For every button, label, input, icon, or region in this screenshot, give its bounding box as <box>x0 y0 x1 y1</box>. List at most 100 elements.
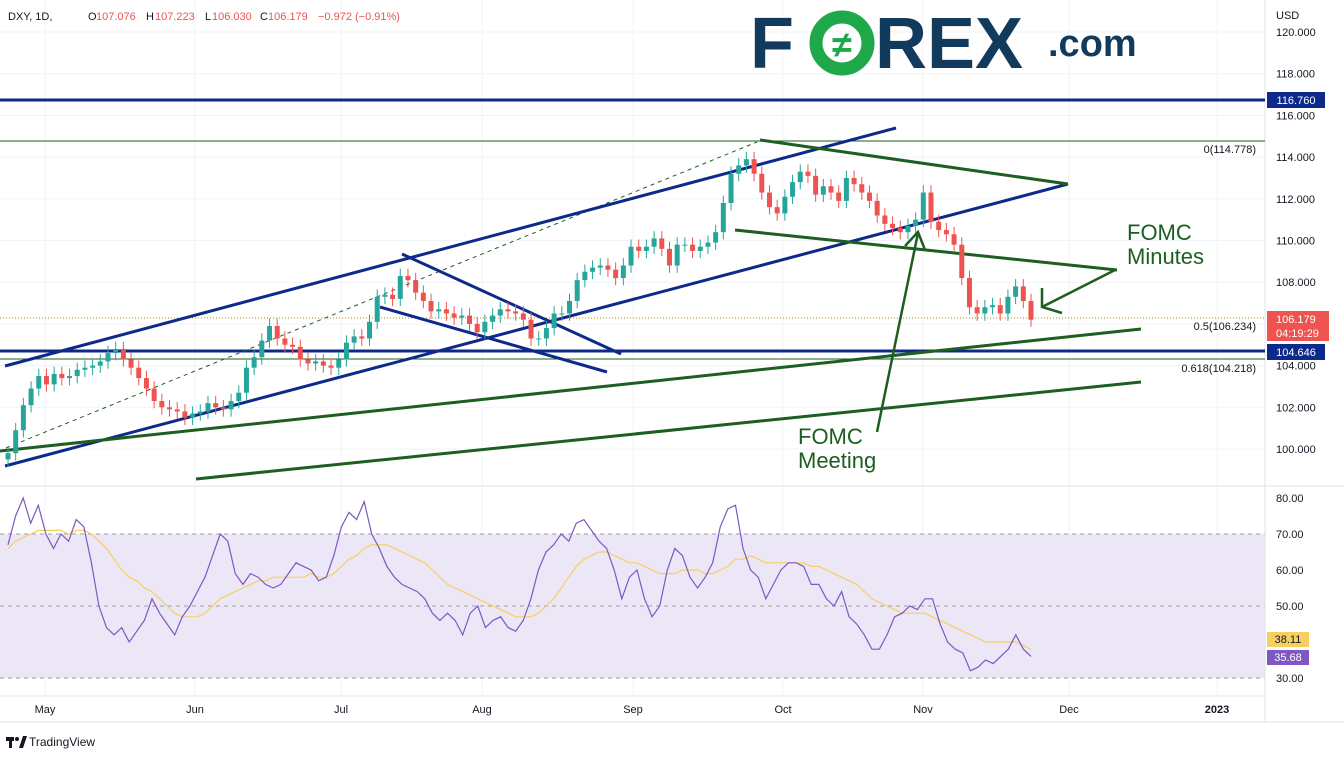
rsi-line[interactable] <box>7 496 1032 672</box>
green-wedge-lower[interactable] <box>734 228 1118 272</box>
symbol-label[interactable]: DXY, 1D, <box>8 11 52 23</box>
candle[interactable] <box>197 404 203 421</box>
candle[interactable] <box>443 302 449 321</box>
candle[interactable] <box>905 218 911 240</box>
candle[interactable] <box>20 397 26 438</box>
candle[interactable] <box>613 262 619 286</box>
candle[interactable] <box>559 306 565 321</box>
candle[interactable] <box>136 360 142 386</box>
candle[interactable] <box>751 151 757 182</box>
candle[interactable] <box>67 368 73 386</box>
candle[interactable] <box>582 264 588 288</box>
candle[interactable] <box>766 185 772 215</box>
candle[interactable] <box>720 195 726 240</box>
candle[interactable] <box>51 366 57 392</box>
candle[interactable] <box>966 270 972 315</box>
candle[interactable] <box>820 178 826 202</box>
candle[interactable] <box>228 393 234 417</box>
candle[interactable] <box>959 237 965 286</box>
candle[interactable] <box>897 220 903 240</box>
channel-upper-line[interactable] <box>4 126 897 368</box>
candle[interactable] <box>743 151 749 173</box>
candle[interactable] <box>882 208 888 232</box>
candle[interactable] <box>143 370 149 396</box>
candle[interactable] <box>497 302 503 323</box>
candle[interactable] <box>290 337 296 355</box>
green-support-line-2[interactable] <box>195 380 1142 481</box>
fib-trend-dashed[interactable] <box>5 141 758 449</box>
candle[interactable] <box>267 318 273 348</box>
candle[interactable] <box>451 306 457 325</box>
candle[interactable] <box>328 358 334 375</box>
candle[interactable] <box>113 341 119 361</box>
candle[interactable] <box>436 302 442 319</box>
candle[interactable] <box>474 316 480 340</box>
candle[interactable] <box>643 239 649 259</box>
candle[interactable] <box>1005 289 1011 321</box>
candle[interactable] <box>836 185 842 209</box>
candle[interactable] <box>167 400 173 417</box>
channel-lower-line[interactable] <box>4 182 1069 468</box>
tradingview-brand[interactable]: TradingView <box>6 735 95 749</box>
candle[interactable] <box>13 422 19 461</box>
candle[interactable] <box>190 406 196 426</box>
candle[interactable] <box>274 318 280 346</box>
candle[interactable] <box>590 260 596 280</box>
candle[interactable] <box>282 331 288 353</box>
candle[interactable] <box>813 168 819 202</box>
candle[interactable] <box>390 287 396 307</box>
candle[interactable] <box>213 395 219 415</box>
candle[interactable] <box>543 320 549 346</box>
candle[interactable] <box>459 308 465 325</box>
green-wedge-upper[interactable] <box>759 138 1069 186</box>
candle[interactable] <box>636 239 642 259</box>
candle[interactable] <box>566 293 572 321</box>
candle[interactable] <box>220 400 226 417</box>
candle[interactable] <box>174 402 180 419</box>
candle[interactable] <box>605 258 611 277</box>
candle[interactable] <box>82 360 88 378</box>
candle[interactable] <box>367 314 373 346</box>
candle[interactable] <box>951 226 957 252</box>
candle[interactable] <box>1020 279 1026 309</box>
candle[interactable] <box>128 352 134 375</box>
candle[interactable] <box>382 287 388 305</box>
candle[interactable] <box>251 349 257 375</box>
flag-lower-line[interactable] <box>379 305 608 374</box>
candle[interactable] <box>259 333 265 365</box>
candle[interactable] <box>990 297 996 315</box>
candle[interactable] <box>236 385 242 409</box>
candle[interactable] <box>651 231 657 255</box>
candle[interactable] <box>551 306 557 336</box>
candle[interactable] <box>890 216 896 236</box>
time-axis[interactable]: May Jun Jul Aug Sep Oct Nov Dec 2023 <box>35 704 1230 716</box>
candle[interactable] <box>597 258 603 275</box>
candle[interactable] <box>936 214 942 238</box>
candle[interactable] <box>620 258 626 286</box>
candle[interactable] <box>467 308 473 332</box>
candle[interactable] <box>490 308 496 330</box>
candle[interactable] <box>397 268 403 307</box>
candle[interactable] <box>920 185 926 227</box>
candle[interactable] <box>320 354 326 373</box>
candle[interactable] <box>1028 293 1034 328</box>
candle[interactable] <box>790 174 796 205</box>
candle[interactable] <box>690 237 696 259</box>
candle[interactable] <box>1013 279 1019 305</box>
candle[interactable] <box>59 366 65 386</box>
candle[interactable] <box>682 237 688 252</box>
candle[interactable] <box>736 158 742 182</box>
candle[interactable] <box>843 170 849 209</box>
candle[interactable] <box>351 329 357 350</box>
candle[interactable] <box>413 272 419 300</box>
candle[interactable] <box>428 293 434 319</box>
candle[interactable] <box>336 352 342 375</box>
candle[interactable] <box>674 237 680 273</box>
candle[interactable] <box>666 241 672 273</box>
candle[interactable] <box>36 368 42 396</box>
candle[interactable] <box>405 268 411 288</box>
candle[interactable] <box>343 335 349 367</box>
candle[interactable] <box>828 178 834 200</box>
green-support-line-1[interactable] <box>0 327 1142 453</box>
candle[interactable] <box>874 193 880 223</box>
